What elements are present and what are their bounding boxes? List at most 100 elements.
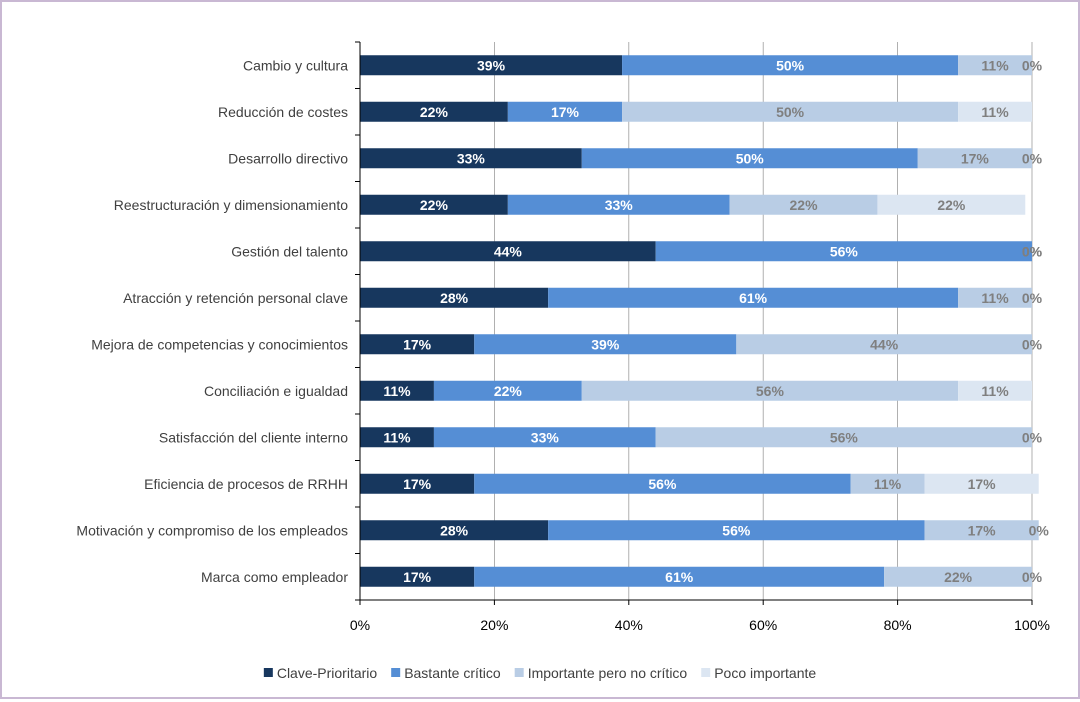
- bar-segment: [581, 148, 918, 169]
- data-label: 44%: [870, 336, 899, 352]
- data-label: 39%: [477, 57, 506, 73]
- bar-segment: [360, 566, 475, 587]
- x-tick-label: 20%: [480, 617, 508, 633]
- bar-segment: [884, 566, 1032, 587]
- data-label: 22%: [944, 569, 973, 585]
- category-label: Desarrollo directivo: [228, 150, 348, 166]
- category-label: Mejora de competencias y conocimientos: [91, 336, 348, 352]
- data-label: 11%: [383, 383, 411, 399]
- data-label: 17%: [551, 104, 580, 120]
- bar-segment: [958, 380, 1032, 401]
- data-label: 0%: [1022, 57, 1043, 73]
- data-label: 17%: [403, 336, 432, 352]
- bar-segment: [360, 148, 582, 169]
- category-label: Satisfacción del cliente interno: [159, 429, 348, 445]
- data-label: 39%: [591, 336, 620, 352]
- legend-swatch: [263, 668, 273, 677]
- bar-segment: [655, 241, 1032, 262]
- bar-segment: [474, 334, 737, 355]
- data-label: 56%: [830, 243, 859, 259]
- legend-label: Bastante crítico: [404, 665, 501, 681]
- data-label: 0%: [1022, 290, 1043, 306]
- bar-segment: [729, 194, 878, 215]
- data-label: 44%: [494, 243, 523, 259]
- x-tick-labels: 0% 20% 40% 60% 80% 100%: [350, 617, 1050, 633]
- bar-segment: [360, 473, 475, 494]
- category-label: Cambio y cultura: [243, 57, 348, 73]
- data-label: 22%: [937, 197, 966, 213]
- category-label: Reestructuración y dimensionamiento: [114, 197, 348, 213]
- bar-segment: [474, 473, 851, 494]
- category-label: Conciliación e igualdad: [204, 383, 348, 399]
- category-label: Reducción de costes: [218, 104, 348, 120]
- bar-segment: [360, 241, 656, 262]
- data-label: 56%: [756, 383, 785, 399]
- category-label: Gestión del talento: [231, 243, 348, 259]
- data-label: 33%: [605, 197, 634, 213]
- data-label: 61%: [665, 569, 694, 585]
- bar-segment: [958, 101, 1032, 122]
- bar-segment: [360, 194, 508, 215]
- bar-segment: [360, 101, 508, 122]
- x-tick-label: 0%: [350, 617, 370, 633]
- data-label: 22%: [420, 197, 449, 213]
- category-label: Atracción y retención personal clave: [123, 290, 348, 306]
- x-tick-label: 100%: [1014, 617, 1050, 633]
- bar-segment: [924, 473, 1039, 494]
- legend: Clave-Prioritario Bastante crítico Importa…: [263, 665, 816, 681]
- axes: [355, 41, 1033, 605]
- bar-segment: [581, 380, 959, 401]
- data-label: 11%: [383, 429, 411, 445]
- bar-segment: [622, 55, 959, 76]
- category-labels: Cambio y cultura Reducción de costes Desar…: [76, 57, 348, 585]
- bar-segment: [360, 55, 623, 76]
- data-label: 56%: [722, 522, 751, 538]
- data-label: 56%: [648, 476, 677, 492]
- data-label: 22%: [494, 383, 523, 399]
- data-label: 0%: [1022, 429, 1043, 445]
- bar-segment: [877, 194, 1026, 215]
- legend-label: Poco importante: [714, 665, 816, 681]
- data-label: 28%: [440, 290, 469, 306]
- data-label: 0%: [1029, 522, 1050, 538]
- data-label: 17%: [961, 150, 990, 166]
- bar-segment: [958, 287, 1032, 308]
- bar-segment: [507, 101, 623, 122]
- category-label: Marca como empleador: [201, 569, 348, 585]
- data-label: 50%: [776, 104, 805, 120]
- bar-segment: [507, 194, 730, 215]
- bar-segment: [360, 427, 434, 448]
- gridlines: [493, 42, 1033, 600]
- bar-segment: [622, 101, 959, 122]
- bar-segment: [433, 427, 656, 448]
- data-label: 33%: [457, 150, 486, 166]
- bar-segment: [360, 380, 434, 401]
- bar-segment: [360, 334, 475, 355]
- data-label: 11%: [981, 383, 1009, 399]
- bar-segment: [924, 520, 1039, 541]
- legend-swatch: [701, 668, 711, 677]
- data-label: 22%: [790, 197, 819, 213]
- category-label: Motivación y compromiso de los empleados: [76, 522, 348, 538]
- bars: 39% 50% 11% 0% 22% 17% 50% 11% 33% 50% 17% 0% 22% 33%…: [360, 55, 1049, 587]
- data-label: 61%: [739, 290, 768, 306]
- bar-segment: [548, 520, 925, 541]
- legend-label: Importante pero no crítico: [528, 665, 688, 681]
- bar-segment: [360, 287, 549, 308]
- legend-swatch: [391, 668, 401, 677]
- data-label: 33%: [531, 429, 560, 445]
- x-tick-label: 40%: [615, 617, 643, 633]
- data-label: 0%: [1022, 569, 1043, 585]
- x-tick-label: 60%: [749, 617, 777, 633]
- data-label: 11%: [981, 57, 1009, 73]
- bar-segment: [433, 380, 582, 401]
- data-label: 50%: [776, 57, 805, 73]
- bar-segment: [548, 287, 959, 308]
- bar-segment: [474, 566, 885, 587]
- bar-segment: [360, 520, 549, 541]
- data-label: 11%: [874, 476, 902, 492]
- data-label: 28%: [440, 522, 469, 538]
- data-label: 50%: [736, 150, 765, 166]
